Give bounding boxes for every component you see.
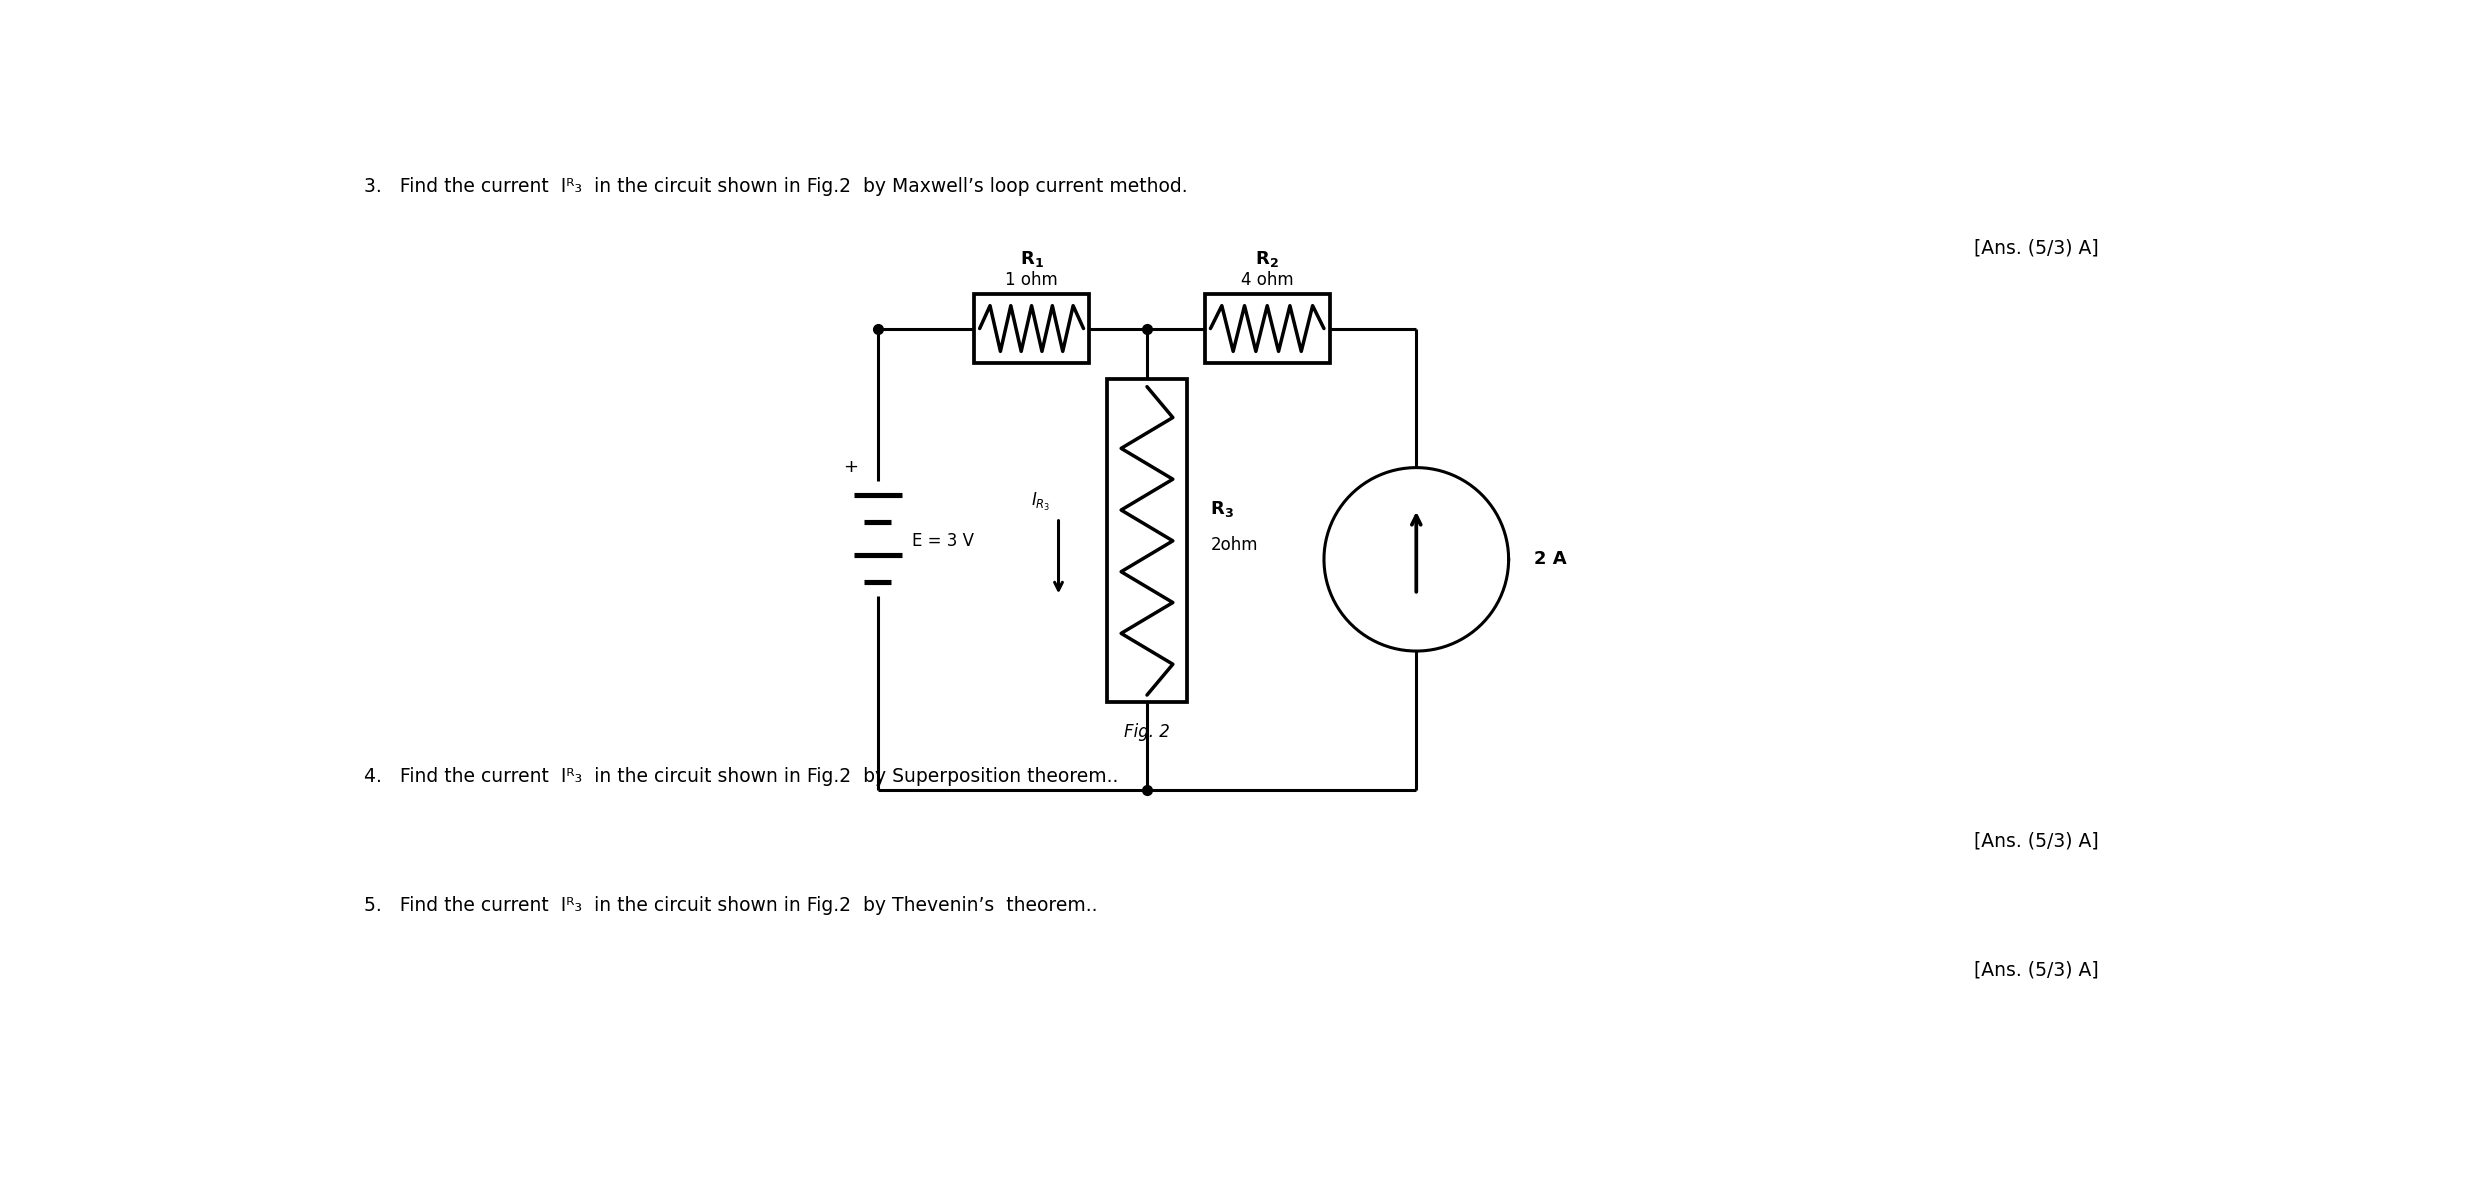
Text: 4 ohm: 4 ohm bbox=[1241, 271, 1293, 289]
Text: +: + bbox=[844, 458, 859, 476]
Bar bbox=[1204, 294, 1330, 363]
Text: 1 ohm: 1 ohm bbox=[1005, 271, 1057, 289]
Text: [Ans. (5/3) A]: [Ans. (5/3) A] bbox=[1973, 960, 2100, 980]
Text: [Ans. (5/3) A]: [Ans. (5/3) A] bbox=[1973, 239, 2100, 257]
Text: 3.   Find the current  Iᴿ₃  in the circuit shown in Fig.2  by Maxwell’s loop cur: 3. Find the current Iᴿ₃ in the circuit s… bbox=[365, 177, 1189, 197]
Text: E = 3 V: E = 3 V bbox=[913, 532, 975, 550]
Bar bbox=[1107, 379, 1186, 703]
Text: Fig. 2: Fig. 2 bbox=[1124, 723, 1169, 741]
Text: $I_{R_3}$: $I_{R_3}$ bbox=[1033, 492, 1050, 513]
Text: 2 A: 2 A bbox=[1534, 550, 1566, 568]
Text: [Ans. (5/3) A]: [Ans. (5/3) A] bbox=[1973, 832, 2100, 850]
Text: $\mathbf{R_2}$: $\mathbf{R_2}$ bbox=[1256, 249, 1278, 269]
Bar bbox=[973, 294, 1090, 363]
Text: 5.   Find the current  Iᴿ₃  in the circuit shown in Fig.2  by Thevenin’s  theore: 5. Find the current Iᴿ₃ in the circuit s… bbox=[365, 897, 1097, 915]
Polygon shape bbox=[1323, 468, 1509, 651]
Text: 4.   Find the current  Iᴿ₃  in the circuit shown in Fig.2  by Superposition theo: 4. Find the current Iᴿ₃ in the circuit s… bbox=[365, 767, 1119, 787]
Text: $\mathbf{R_3}$: $\mathbf{R_3}$ bbox=[1211, 499, 1234, 518]
Text: $\mathbf{R_1}$: $\mathbf{R_1}$ bbox=[1020, 249, 1042, 269]
Text: 2ohm: 2ohm bbox=[1211, 536, 1258, 554]
